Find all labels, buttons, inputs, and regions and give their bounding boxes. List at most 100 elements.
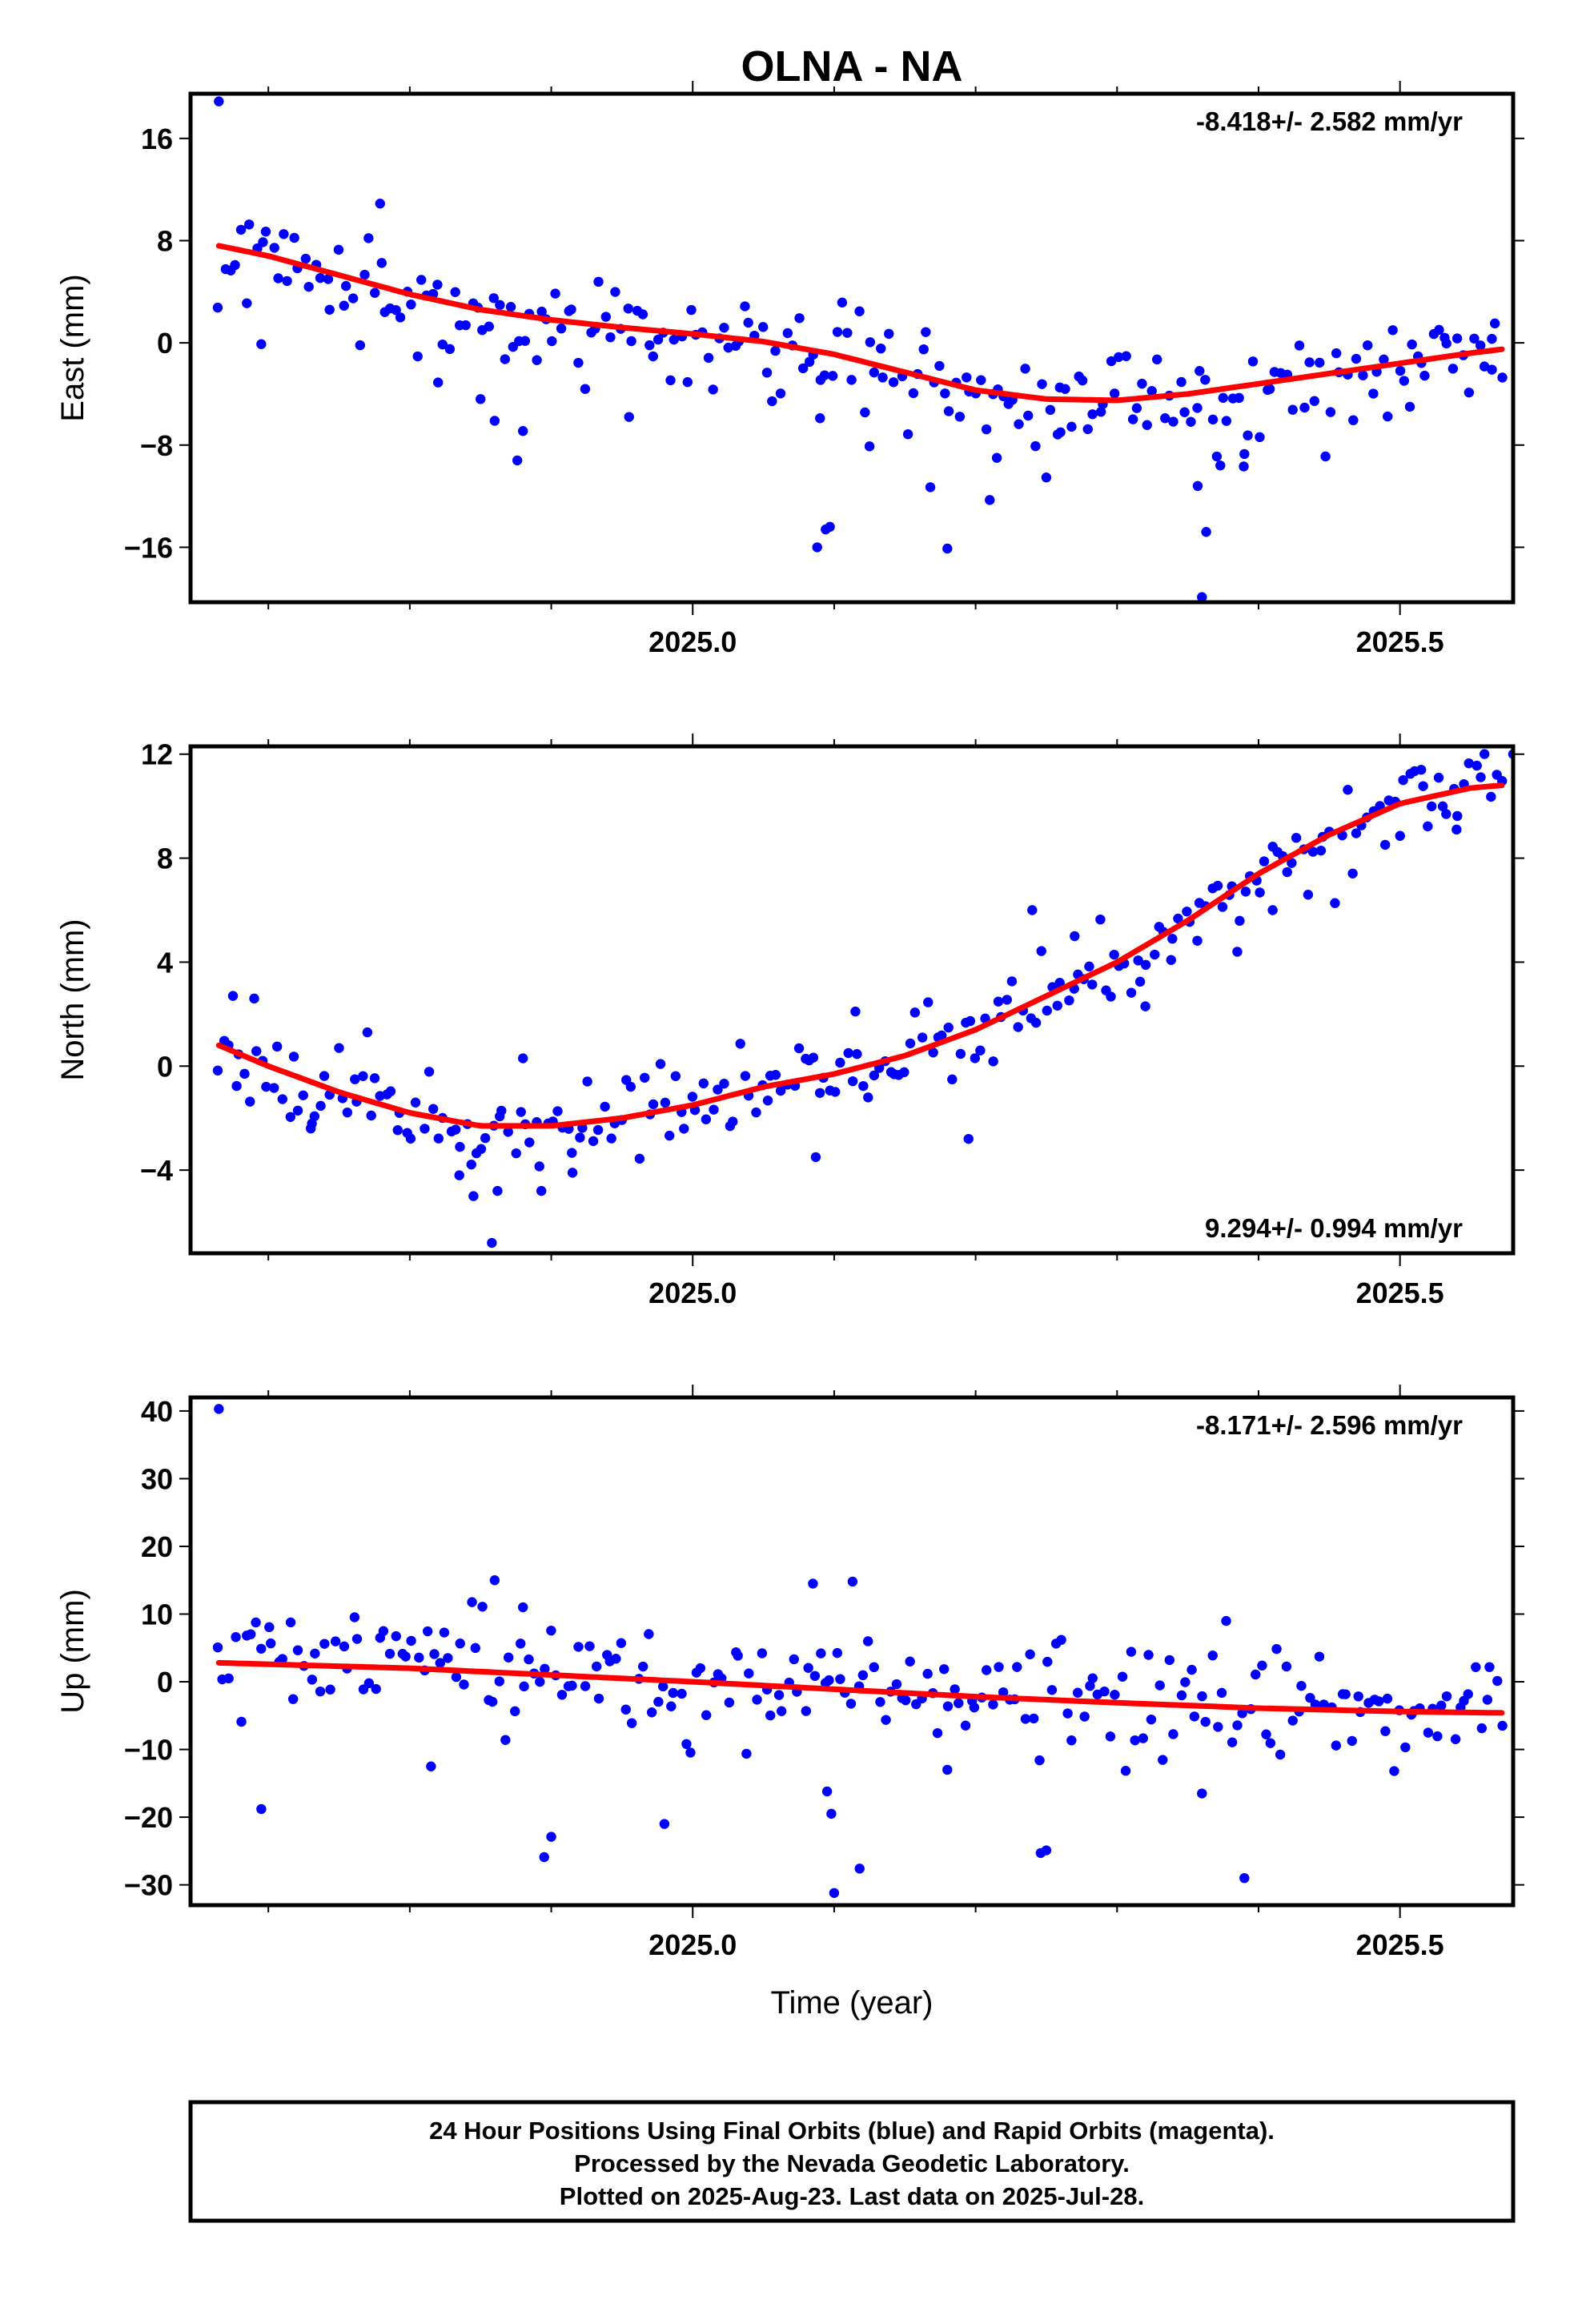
data-point bbox=[395, 312, 406, 323]
data-point bbox=[1168, 1729, 1178, 1739]
data-point bbox=[310, 1648, 320, 1659]
outlier-point bbox=[815, 413, 825, 424]
data-point bbox=[869, 1070, 880, 1081]
data-point bbox=[626, 1718, 637, 1728]
data-point bbox=[385, 1086, 396, 1096]
data-point bbox=[1265, 1738, 1276, 1748]
data-point bbox=[1482, 1695, 1493, 1705]
data-point bbox=[1087, 979, 1098, 990]
data-point bbox=[355, 340, 366, 351]
data-point bbox=[1261, 1729, 1271, 1739]
data-point bbox=[626, 336, 636, 347]
outlier-point bbox=[829, 1888, 840, 1898]
data-point bbox=[1264, 384, 1275, 394]
data-point bbox=[1176, 1690, 1187, 1701]
data-point bbox=[801, 1706, 811, 1716]
data-point bbox=[524, 1654, 534, 1665]
y-tick-label: −10 bbox=[124, 1734, 173, 1767]
data-point bbox=[1084, 961, 1094, 972]
data-point bbox=[1036, 946, 1046, 956]
data-point bbox=[592, 1124, 604, 1136]
data-point bbox=[1347, 868, 1358, 879]
data-point bbox=[264, 1622, 275, 1633]
data-point bbox=[741, 1748, 752, 1759]
data-point bbox=[1189, 1711, 1200, 1722]
data-point bbox=[611, 1654, 621, 1664]
data-point bbox=[319, 1071, 330, 1081]
data-point bbox=[1085, 1681, 1095, 1691]
data-point bbox=[1479, 749, 1490, 759]
data-point bbox=[1082, 424, 1093, 435]
data-point bbox=[376, 258, 387, 268]
data-point bbox=[235, 224, 247, 235]
data-point bbox=[665, 375, 676, 386]
outlier-point bbox=[454, 1170, 464, 1180]
data-point bbox=[1079, 1711, 1090, 1722]
data-point bbox=[605, 332, 616, 343]
y-tick-label: 0 bbox=[157, 1050, 173, 1083]
data-point bbox=[740, 1071, 751, 1081]
outlier-point bbox=[476, 394, 486, 404]
data-point bbox=[1476, 1723, 1488, 1734]
data-point bbox=[588, 1136, 599, 1147]
outlier-point bbox=[808, 1578, 818, 1589]
data-point bbox=[1127, 414, 1138, 424]
data-point bbox=[765, 1710, 776, 1721]
data-point bbox=[1117, 1671, 1128, 1682]
data-point bbox=[1173, 913, 1183, 924]
data-point bbox=[1095, 914, 1106, 925]
data-point bbox=[212, 1642, 223, 1653]
outlier-point bbox=[375, 199, 385, 209]
data-point bbox=[1395, 365, 1406, 376]
data-point bbox=[728, 1116, 738, 1127]
data-point bbox=[1109, 388, 1120, 399]
data-point bbox=[261, 1081, 271, 1092]
data-point bbox=[719, 322, 729, 333]
data-point bbox=[339, 1641, 350, 1652]
data-point bbox=[535, 1676, 545, 1687]
data-point bbox=[422, 1626, 433, 1637]
data-point bbox=[1042, 1656, 1053, 1667]
data-point bbox=[534, 1161, 544, 1172]
data-point bbox=[484, 321, 494, 332]
data-point bbox=[770, 1070, 781, 1080]
data-point bbox=[1257, 1660, 1267, 1671]
data-point bbox=[428, 1104, 439, 1114]
outlier-point bbox=[489, 1575, 500, 1586]
data-point bbox=[1192, 935, 1203, 946]
panel-frame bbox=[188, 744, 1516, 1256]
data-point bbox=[819, 370, 830, 380]
data-point bbox=[1180, 1677, 1191, 1687]
data-point bbox=[231, 1080, 242, 1092]
data-point bbox=[709, 1104, 719, 1115]
data-point bbox=[1368, 388, 1379, 399]
footer-box bbox=[188, 2100, 1516, 2223]
data-point bbox=[1389, 1766, 1399, 1776]
data-point bbox=[496, 1105, 507, 1116]
data-point bbox=[713, 1084, 723, 1095]
data-point bbox=[814, 1088, 825, 1098]
footer-line-2: Processed by the Nevada Geodetic Laborat… bbox=[574, 2149, 1130, 2177]
data-point bbox=[349, 1612, 360, 1622]
data-point bbox=[1131, 403, 1142, 413]
rate-label: -8.171+/- 2.596 mm/yr bbox=[1196, 1410, 1463, 1440]
data-point bbox=[371, 1683, 381, 1695]
data-point bbox=[757, 1648, 768, 1659]
data-point bbox=[1037, 379, 1047, 389]
data-point bbox=[1126, 1647, 1137, 1657]
data-point bbox=[865, 337, 876, 348]
data-point bbox=[1045, 404, 1056, 416]
data-point bbox=[1497, 372, 1508, 383]
data-point bbox=[1052, 1000, 1062, 1011]
y-tick-label: −4 bbox=[140, 1154, 173, 1187]
data-point bbox=[406, 1635, 416, 1647]
data-point bbox=[1489, 318, 1500, 329]
data-point bbox=[1287, 404, 1298, 415]
outlier-point bbox=[512, 455, 523, 466]
data-point bbox=[782, 328, 793, 339]
data-point bbox=[1487, 333, 1497, 344]
data-point bbox=[947, 1074, 958, 1085]
data-point bbox=[510, 1706, 520, 1717]
outlier-point bbox=[1197, 1788, 1207, 1799]
data-point bbox=[405, 1133, 416, 1144]
